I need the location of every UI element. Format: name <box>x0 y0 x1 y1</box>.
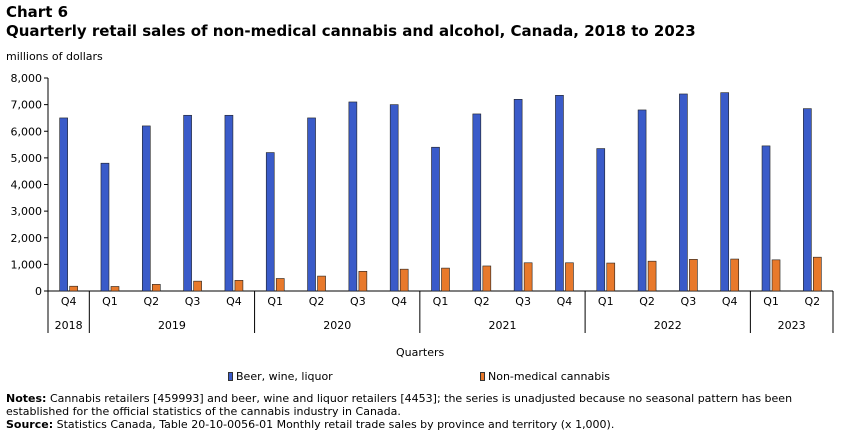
bar-beer <box>472 113 482 292</box>
bar-beer <box>761 145 771 292</box>
x-tick-label: Q4 <box>391 295 407 308</box>
chart-title: Quarterly retail sales of non-medical ca… <box>6 22 696 40</box>
x-tick-label: Q2 <box>143 295 159 308</box>
bar-cannabis <box>317 275 326 292</box>
bar-cannabis <box>813 256 822 292</box>
x-tick-label: Q3 <box>350 295 366 308</box>
bar-cannabis <box>482 265 492 292</box>
year-label: 2023 <box>778 319 806 332</box>
bar-cannabis <box>151 284 161 292</box>
year-label: 2018 <box>55 319 83 332</box>
x-tick-label: Q3 <box>515 295 531 308</box>
bar-cannabis <box>358 270 368 292</box>
legend-swatch-cannabis <box>480 372 485 381</box>
x-tick-label: Q1 <box>267 295 283 308</box>
bar-beer <box>141 125 151 292</box>
bar-cannabis <box>399 268 409 292</box>
x-tick-label: Q3 <box>681 295 697 308</box>
legend-item-cannabis: Non-medical cannabis <box>480 370 610 383</box>
bar-cannabis <box>771 259 781 292</box>
x-tick-label: Q2 <box>805 295 821 308</box>
x-tick-label: Q2 <box>309 295 325 308</box>
bar-beer <box>596 148 606 292</box>
bar-beer <box>555 95 564 292</box>
y-tick-label: 1,000 <box>11 258 43 271</box>
bar-cannabis <box>234 280 244 292</box>
y-tick-label: 0 <box>35 285 42 298</box>
x-tick-label: Q1 <box>102 295 118 308</box>
x-tick-label: Q1 <box>598 295 614 308</box>
bar-beer <box>307 117 316 292</box>
x-tick-label: Q1 <box>763 295 779 308</box>
bar-beer <box>389 104 399 292</box>
y-tick-label: 8,000 <box>11 72 43 85</box>
bar-beer <box>265 152 275 292</box>
bar-beer <box>720 92 730 292</box>
bar-cannabis <box>193 280 202 292</box>
x-tick-label: Q2 <box>639 295 655 308</box>
year-label: 2021 <box>488 319 516 332</box>
x-tick-label: Q3 <box>185 295 201 308</box>
bar-beer <box>224 114 234 292</box>
notes-text: Cannabis retailers [459993] and beer, wi… <box>6 392 793 418</box>
notes-label: Notes: <box>6 392 47 405</box>
source-label: Source: <box>6 418 54 431</box>
bar-cannabis <box>275 278 285 292</box>
y-tick-label: 2,000 <box>11 232 43 245</box>
x-tick-label: Q1 <box>433 295 449 308</box>
legend-label-beer: Beer, wine, liquor <box>236 370 333 383</box>
legend-swatch-beer <box>228 372 233 381</box>
bar-cannabis <box>606 262 616 292</box>
bar-cannabis <box>730 258 740 292</box>
y-tick-label: 3,000 <box>11 205 43 218</box>
year-label: 2019 <box>158 319 186 332</box>
bar-beer <box>59 117 68 292</box>
y-tick-label: 4,000 <box>11 179 43 192</box>
x-tick-label: Q4 <box>557 295 573 308</box>
x-tick-label: Q2 <box>474 295 490 308</box>
x-tick-label: Q4 <box>226 295 242 308</box>
bar-cannabis <box>69 285 78 292</box>
bar-beer <box>803 108 812 292</box>
bar-beer <box>100 162 110 292</box>
bar-cannabis <box>110 286 120 292</box>
bar-beer <box>637 109 647 292</box>
y-tick-label: 5,000 <box>11 152 43 165</box>
y-tick-label: 6,000 <box>11 125 43 138</box>
y-axis-unit-label: millions of dollars <box>6 50 103 63</box>
y-tick-label: 7,000 <box>11 99 43 112</box>
bar-beer <box>513 99 523 292</box>
bar-beer <box>431 146 440 292</box>
x-tick-label: Q4 <box>61 295 77 308</box>
bar-cannabis <box>689 259 698 292</box>
source-text: Statistics Canada, Table 20-10-0056-01 M… <box>56 418 615 431</box>
year-label: 2022 <box>654 319 682 332</box>
bar-beer <box>348 101 358 292</box>
source: Source: Statistics Canada, Table 20-10-0… <box>6 418 614 431</box>
bar-beer <box>679 93 688 292</box>
x-axis-label: Quarters <box>396 346 445 359</box>
x-tick-label: Q4 <box>722 295 738 308</box>
chart-number: Chart 6 <box>6 3 69 21</box>
year-label: 2020 <box>323 319 351 332</box>
legend-label-cannabis: Non-medical cannabis <box>488 370 611 383</box>
bar-cannabis <box>647 260 657 292</box>
bar-cannabis <box>441 267 450 292</box>
notes: Notes: Cannabis retailers [459993] and b… <box>6 392 836 418</box>
legend-item-beer: Beer, wine, liquor <box>228 370 333 383</box>
bar-cannabis <box>565 262 574 292</box>
bar-cannabis <box>523 262 533 292</box>
bar-beer <box>183 114 192 292</box>
